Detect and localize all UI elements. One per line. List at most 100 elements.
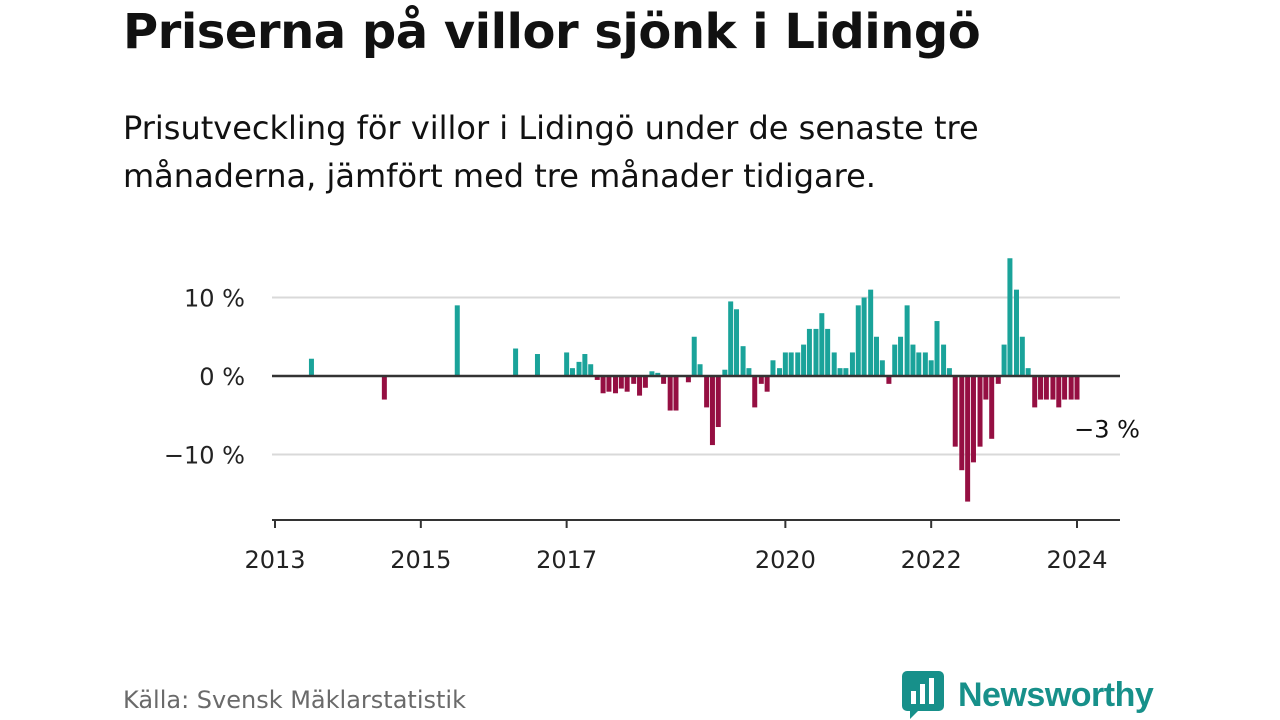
bar[interactable] — [704, 376, 710, 408]
x-tick-label: 2024 — [1046, 546, 1107, 574]
bar[interactable] — [569, 368, 575, 376]
bar[interactable] — [995, 376, 1001, 384]
bar[interactable] — [886, 376, 892, 384]
bar[interactable] — [928, 360, 934, 376]
bar[interactable] — [819, 313, 825, 376]
bar[interactable] — [618, 376, 624, 389]
bar[interactable] — [722, 369, 728, 376]
bar[interactable] — [868, 289, 874, 376]
bar[interactable] — [813, 328, 819, 376]
bar[interactable] — [879, 360, 885, 376]
bar[interactable] — [861, 297, 867, 377]
bar[interactable] — [308, 358, 314, 376]
bar[interactable] — [594, 376, 600, 380]
bar[interactable] — [612, 376, 618, 394]
bar[interactable] — [582, 354, 588, 376]
bar[interactable] — [715, 376, 721, 428]
bar[interactable] — [801, 344, 807, 376]
bar[interactable] — [631, 376, 637, 384]
bar[interactable] — [600, 376, 606, 394]
bar[interactable] — [941, 344, 947, 376]
bar[interactable] — [934, 321, 940, 376]
bar[interactable] — [959, 376, 965, 471]
bar[interactable] — [1074, 376, 1080, 400]
bar[interactable] — [606, 376, 612, 392]
bar[interactable] — [454, 305, 460, 376]
bar[interactable] — [946, 368, 952, 376]
y-tick-label: 10 % — [184, 285, 245, 313]
bar[interactable] — [1007, 258, 1013, 376]
bar[interactable] — [916, 352, 922, 376]
bar[interactable] — [1050, 376, 1056, 400]
bar[interactable] — [588, 364, 594, 376]
bar[interactable] — [758, 376, 764, 384]
bar[interactable] — [952, 376, 958, 447]
bar[interactable] — [734, 309, 740, 376]
bar[interactable] — [831, 352, 837, 376]
bar[interactable] — [904, 305, 910, 376]
brand-logo[interactable]: Newsworthy — [902, 671, 1154, 719]
bar[interactable] — [922, 352, 928, 376]
bar[interactable] — [970, 376, 976, 463]
bar[interactable] — [697, 364, 703, 376]
bar[interactable] — [892, 344, 898, 376]
bar[interactable] — [837, 368, 843, 376]
bar[interactable] — [983, 376, 989, 400]
bar[interactable] — [1043, 376, 1049, 400]
bar[interactable] — [649, 371, 655, 376]
x-tick-label: 2013 — [244, 546, 305, 574]
bar[interactable] — [989, 376, 995, 439]
bar[interactable] — [843, 368, 849, 376]
bar[interactable] — [965, 376, 971, 502]
bar[interactable] — [788, 352, 794, 376]
bar[interactable] — [685, 376, 691, 383]
brand-name: Newsworthy — [958, 675, 1154, 714]
bar[interactable] — [1001, 344, 1007, 376]
bar[interactable] — [898, 336, 904, 376]
y-tick-label: −10 % — [164, 442, 245, 470]
bar[interactable] — [874, 336, 879, 376]
bar[interactable] — [513, 348, 519, 376]
bar[interactable] — [910, 344, 916, 376]
bar[interactable] — [1025, 368, 1031, 376]
bar[interactable] — [1056, 376, 1062, 408]
bar[interactable] — [728, 301, 734, 376]
bar[interactable] — [691, 336, 697, 376]
bar[interactable] — [1013, 289, 1019, 376]
bar[interactable] — [806, 328, 812, 376]
bar[interactable] — [576, 361, 582, 376]
bar[interactable] — [624, 376, 630, 392]
bar[interactable] — [709, 376, 715, 446]
bar[interactable] — [1062, 376, 1068, 400]
chart-subtitle: Prisutveckling för villor i Lidingö unde… — [123, 109, 979, 195]
bar[interactable] — [564, 352, 570, 376]
bar[interactable] — [849, 352, 855, 376]
bar[interactable] — [1019, 336, 1025, 376]
bar[interactable] — [667, 376, 673, 411]
bar[interactable] — [855, 305, 861, 376]
bar[interactable] — [1038, 376, 1044, 400]
bar[interactable] — [642, 376, 648, 388]
bar[interactable] — [764, 376, 770, 392]
bar[interactable] — [782, 352, 788, 376]
bar[interactable] — [1068, 376, 1074, 400]
source-note: Källa: Svensk Mäklarstatistik — [123, 686, 466, 714]
bar[interactable] — [637, 376, 643, 396]
bar[interactable] — [770, 360, 776, 376]
bar[interactable] — [1032, 376, 1038, 408]
bar[interactable] — [795, 352, 801, 376]
bar[interactable] — [977, 376, 983, 447]
bar[interactable] — [746, 368, 752, 376]
bar[interactable] — [825, 328, 831, 376]
bar[interactable] — [534, 354, 540, 376]
bar[interactable] — [661, 376, 667, 384]
bar[interactable] — [777, 368, 783, 376]
x-tick-label: 2022 — [901, 546, 962, 574]
bar[interactable] — [740, 346, 746, 376]
bar[interactable] — [655, 372, 661, 376]
x-tick-label: 2020 — [755, 546, 816, 574]
bar[interactable] — [673, 376, 679, 411]
bar[interactable] — [381, 376, 387, 400]
bar[interactable] — [752, 376, 758, 408]
